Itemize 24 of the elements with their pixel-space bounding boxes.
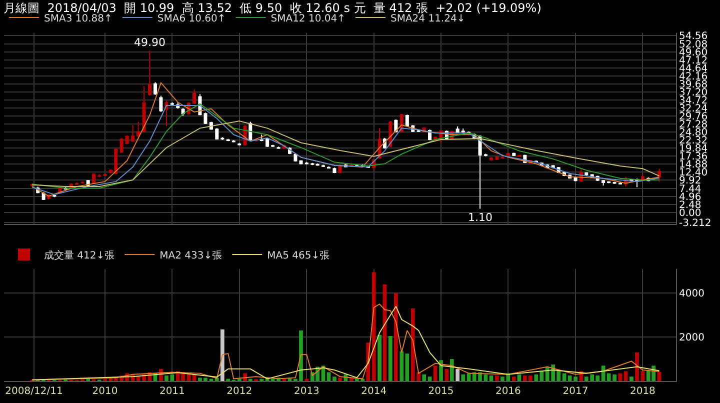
x-tick-label: 2018 <box>630 386 656 397</box>
annotation: 49.90 <box>134 36 166 49</box>
x-tick-label: 2010 <box>92 386 118 397</box>
chart-title: 月線圖 2018/04/03 開 10.99 高 13.52 低 9.50 收 12.60 s 元 量 412 張 +2.02 (+19.09%) <box>4 0 542 15</box>
y-tick-label: -3.212 <box>679 218 712 230</box>
x-tick-label: 2008/12/11 <box>5 386 63 397</box>
annotation: 1.10 <box>468 211 492 224</box>
x-tick-label: 2017 <box>562 386 588 397</box>
x-tick-label: 2016 <box>495 386 521 397</box>
legend-label: MA5 465↓張 <box>267 250 330 262</box>
x-tick-label: 2013 <box>294 386 320 397</box>
x-tick-label: 2014 <box>361 386 387 397</box>
legend-label: MA2 433↓張 <box>160 250 222 262</box>
y-tick-label: 4000 <box>679 288 704 300</box>
x-tick-label: 2012 <box>226 386 252 397</box>
y-tick-label: 0.00 <box>679 208 702 219</box>
x-tick-label: 2011 <box>159 386 185 397</box>
legend-label: SMA12 10.04↑ <box>270 13 346 24</box>
y-tick-label: 2000 <box>679 332 704 344</box>
legend-label: SMA24 11.24↓ <box>390 13 466 24</box>
x-tick-label: 2015 <box>428 386 454 397</box>
legend-label: SMA3 10.88↑ <box>44 13 112 24</box>
legend-label: 成交量 412↓張 <box>44 249 115 262</box>
legend-label: SMA6 10.60↑ <box>157 13 226 24</box>
